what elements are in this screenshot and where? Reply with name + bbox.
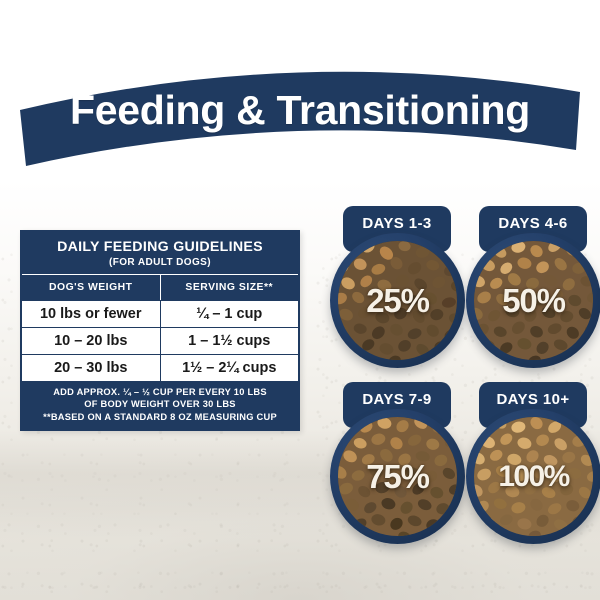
kibble-fill <box>338 417 457 536</box>
column-header-weight: DOG'S WEIGHT <box>22 275 161 301</box>
table-subtitle: (FOR ADULT DOGS) <box>109 257 211 269</box>
bowl-dish <box>330 233 465 368</box>
cell-dog-weight: 10 lbs or fewer <box>22 301 161 328</box>
bowl-dish <box>466 233 600 368</box>
daily-feeding-guidelines-table: DAILY FEEDING GUIDELINES (FOR ADULT DOGS… <box>20 230 300 432</box>
table-title: DAILY FEEDING GUIDELINES <box>57 239 263 255</box>
banner-shape <box>20 71 580 166</box>
kibble-fill <box>338 241 457 360</box>
table-header: DAILY FEEDING GUIDELINES (FOR ADULT DOGS… <box>22 232 298 275</box>
transition-bowl-days-4-6: DAYS 4-6 <box>466 206 600 376</box>
footnote-line-2: OF BODY WEIGHT OVER 30 LBS <box>84 398 236 409</box>
cell-serving-size: 1 – 1½ cups <box>188 333 271 350</box>
column-header-serving: SERVING SIZE** <box>185 282 274 294</box>
table-column-headers: DOG'S WEIGHT SERVING SIZE** <box>22 274 298 301</box>
table-footnote: ADD APPROX. ¼ – ½ CUP PER EVERY 10 LBS O… <box>22 381 298 430</box>
cell-dog-weight: 10 – 20 lbs <box>22 328 161 355</box>
kibble-fill <box>474 417 593 536</box>
kibble-texture-icon <box>338 241 457 360</box>
kibble-texture-icon <box>474 241 593 360</box>
header-banner: Feeding & Transitioning <box>18 58 582 170</box>
bowl-dish <box>466 409 600 544</box>
kibble-texture-icon <box>474 417 593 536</box>
page-title: Feeding & Transitioning <box>69 86 531 133</box>
cell-serving-size: 1½ – 2¼ cups <box>182 360 277 377</box>
kibble-texture-icon <box>338 417 457 536</box>
table-row: 10 – 20 lbs 1 – 1½ cups <box>22 327 298 355</box>
transition-bowl-days-10-plus: DAYS 10+ <box>466 382 600 552</box>
kibble-fill <box>474 241 593 360</box>
cell-dog-weight: 20 – 30 lbs <box>22 355 161 382</box>
footnote-line-1: ADD APPROX. ¼ – ½ CUP PER EVERY 10 LBS <box>53 387 267 398</box>
table-row: 10 lbs or fewer ¼ – 1 cup <box>22 300 298 328</box>
cell-serving-size: ¼ – 1 cup <box>196 306 263 323</box>
transition-bowl-days-1-3: DAYS 1-3 <box>330 206 465 376</box>
bowl-dish <box>330 409 465 544</box>
transition-bowl-days-7-9: DAYS 7-9 <box>330 382 465 552</box>
table-row: 20 – 30 lbs 1½ – 2¼ cups <box>22 354 298 382</box>
footnote-line-3: **BASED ON A STANDARD 8 OZ MEASURING CUP <box>43 411 277 422</box>
